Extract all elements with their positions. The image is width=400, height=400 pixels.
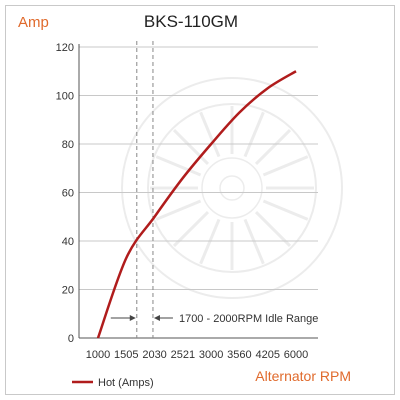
watermark-fin [262,155,309,177]
watermark-fin [172,210,210,248]
chart-title: BKS-110GM [144,12,238,31]
y-tick-label: 20 [62,285,74,297]
y-tick-label: 40 [62,236,74,248]
legend-label: Hot (Amps) [98,377,154,389]
y-tick-label: 80 [62,139,74,151]
watermark-fin [243,111,265,158]
y-tick-label: 100 [56,91,74,103]
y-tick-label: 60 [62,188,74,200]
idle-range: 1700 - 2000RPM Idle Range [110,41,318,338]
watermark-fin [199,218,221,265]
y-tick-label: 120 [56,42,74,54]
watermark-fin [243,218,265,265]
watermark-fin [155,155,202,177]
watermark-ring [147,103,317,273]
x-axis-label: Alternator RPM [255,368,351,384]
series-line-hot-amps [96,70,297,339]
x-tick-label: 4205 [255,349,279,361]
watermark-fin [199,111,221,158]
legend: Hot (Amps) [72,377,154,389]
y-tick-label: 0 [68,333,74,345]
watermark-fin [262,199,309,221]
watermark-fin [254,210,292,248]
x-tick-label: 3000 [199,349,223,361]
x-tick-label: 6000 [284,349,308,361]
x-tick-label: 1000 [86,349,110,361]
watermark-ring [121,77,343,299]
idle-range-label: 1700 - 2000RPM Idle Range [179,313,318,325]
x-tick-label: 2521 [171,349,195,361]
watermark-fin [155,199,202,221]
idle-arrowhead-left [129,315,136,321]
watermark-ring [201,157,263,219]
x-tick-label: 2030 [142,349,166,361]
watermark-fin [254,128,292,166]
idle-arrowhead-right [153,315,160,321]
alternator-watermark-icon [121,77,343,299]
grid-lines [78,44,318,339]
series-group [96,70,297,339]
y-axis-label: Amp [18,14,49,31]
axis-ticks: 0 20 40 60 80 100 120 1000 1505 2030 2521 3000 3560 4… [56,42,309,361]
watermark-ring [219,175,245,201]
x-tick-label: 1505 [114,349,138,361]
x-tick-label: 3560 [227,349,251,361]
watermark-fin [172,128,210,166]
